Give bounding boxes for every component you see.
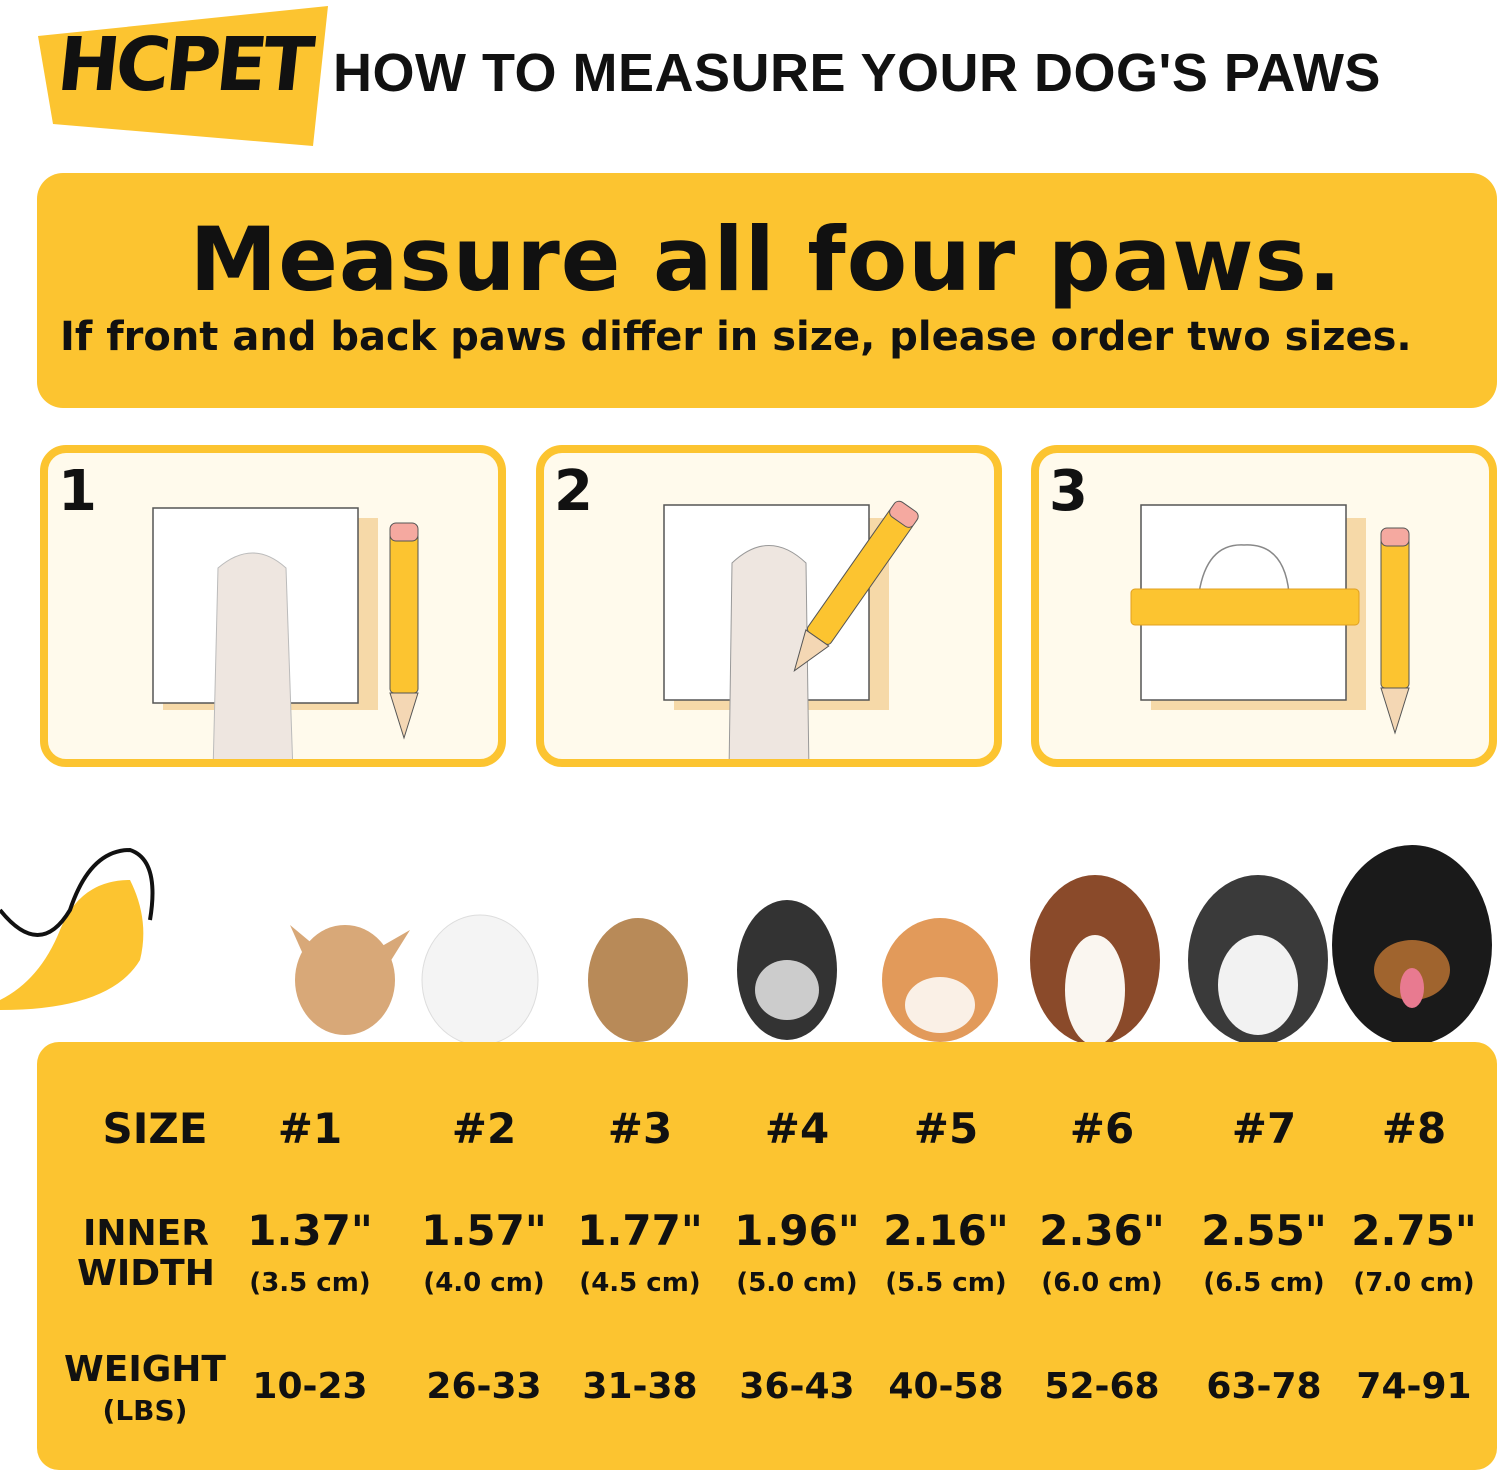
- size-4-inch: 1.96": [734, 1206, 860, 1255]
- size-7-size: #7: [1231, 1104, 1297, 1153]
- size-5-cm: (5.5 cm): [885, 1268, 1007, 1298]
- dog-yorkshire-terrier: [588, 918, 688, 1042]
- size-3-cm: (4.5 cm): [579, 1268, 701, 1298]
- size-6-weight: 52-68: [1044, 1366, 1160, 1407]
- dog-breeds-row: [0, 845, 1492, 1042]
- size-6-size: #6: [1069, 1104, 1135, 1153]
- size-7-inch: 2.55": [1201, 1206, 1327, 1255]
- size-5-inch: 2.16": [883, 1206, 1009, 1255]
- trace-paw-icon: [663, 500, 919, 759]
- ruler-measure-icon: [1130, 504, 1410, 735]
- size-4-cm: (5.0 cm): [736, 1268, 858, 1298]
- size-1-weight: 10-23: [252, 1366, 368, 1407]
- size-6-cm: (6.0 cm): [1041, 1268, 1163, 1298]
- size-1-cm: (3.5 cm): [249, 1268, 371, 1298]
- step-2-panel: 2: [536, 445, 1002, 767]
- size-1-inch: 1.37": [247, 1206, 373, 1255]
- size-8-size: #8: [1381, 1104, 1447, 1153]
- dog-husky: [1188, 875, 1328, 1042]
- size-chart: [37, 1042, 1497, 1470]
- size-4-weight: 36-43: [739, 1366, 855, 1407]
- dog-chihuahua: [290, 925, 410, 1035]
- size-7-weight: 63-78: [1206, 1366, 1322, 1407]
- weight-label: WEIGHT: [64, 1349, 226, 1390]
- inner-width-label-line2: WIDTH: [77, 1253, 215, 1294]
- size-8-cm: (7.0 cm): [1353, 1268, 1475, 1298]
- paw-swoosh-decoration: [0, 847, 155, 1010]
- size-8-weight: 74-91: [1356, 1366, 1472, 1407]
- dog-australian-shepherd: [1030, 875, 1160, 1042]
- banner-title: Measure all four paws.: [189, 208, 1343, 311]
- page-title: HOW TO MEASURE YOUR DOG'S PAWS: [333, 43, 1381, 103]
- dog-rottweiler: [1332, 845, 1492, 1042]
- instruction-banner: [37, 173, 1497, 408]
- dog-bichon: [421, 914, 539, 1042]
- dog-shiba-inu: [882, 918, 998, 1042]
- step-3-panel: 3: [1031, 445, 1497, 767]
- size-5-size: #5: [913, 1104, 979, 1153]
- size-5-weight: 40-58: [888, 1366, 1004, 1407]
- step-number: 3: [1049, 459, 1088, 524]
- banner-subtitle: If front and back paws differ in size, p…: [60, 314, 1412, 360]
- step-number: 1: [58, 459, 97, 524]
- step-1-panel: 1: [40, 445, 506, 767]
- logo-background: [38, 6, 328, 146]
- brand-logo: HCPET: [53, 22, 315, 108]
- size-row-label: SIZE: [102, 1104, 208, 1153]
- size-2-inch: 1.57": [421, 1206, 547, 1255]
- size-2-size: #2: [451, 1104, 517, 1153]
- size-8-inch: 2.75": [1351, 1206, 1477, 1255]
- size-2-weight: 26-33: [426, 1366, 542, 1407]
- inner-width-label-line1: INNER: [83, 1213, 209, 1254]
- step-number: 2: [554, 459, 593, 524]
- paw-on-paper-icon: [152, 507, 419, 759]
- dog-schnauzer: [737, 900, 837, 1040]
- size-3-size: #3: [607, 1104, 673, 1153]
- size-7-cm: (6.5 cm): [1203, 1268, 1325, 1298]
- size-4-size: #4: [764, 1104, 830, 1153]
- size-1-size: #1: [277, 1104, 343, 1153]
- size-6-inch: 2.36": [1039, 1206, 1165, 1255]
- weight-unit-label: (LBS): [102, 1394, 188, 1427]
- size-2-cm: (4.0 cm): [423, 1268, 545, 1298]
- size-3-inch: 1.77": [577, 1206, 703, 1255]
- size-3-weight: 31-38: [582, 1366, 698, 1407]
